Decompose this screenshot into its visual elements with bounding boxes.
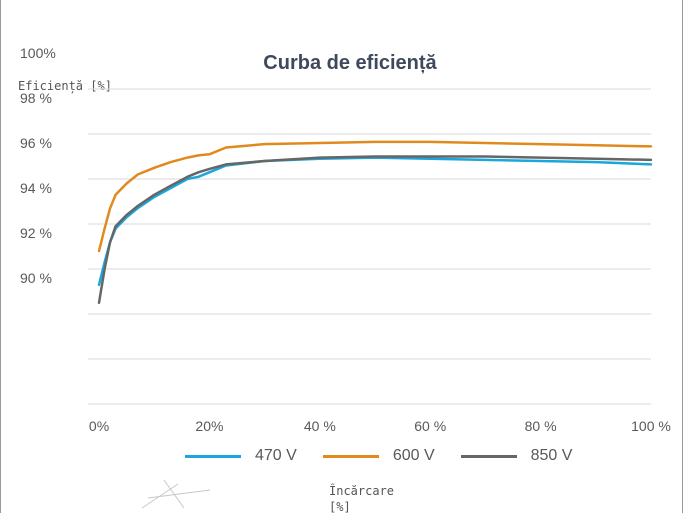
legend: 470 V 600 V 850 V — [185, 444, 598, 468]
legend-item-600v: 600 V — [322, 447, 435, 465]
legend-item-470v: 470 V — [185, 447, 297, 465]
series-line-600v — [97, 140, 653, 253]
x-tick-label-3: 60 % — [414, 418, 446, 434]
decorative-scribble — [141, 479, 211, 509]
x-tick-label-0: 0% — [89, 418, 109, 434]
legend-label-600v: 600 V — [392, 447, 435, 464]
x-axis-label: Încărcare [%] — [329, 483, 419, 515]
series-line-850v — [97, 155, 653, 305]
x-axis-label-line2: [%] — [329, 500, 351, 514]
y-tick-label-4: 92 % — [20, 225, 52, 241]
y-tick-label-5: 90 % — [20, 270, 52, 286]
legend-item-850v: 850 V — [460, 447, 573, 465]
y-tick-label-0: 100% — [20, 45, 56, 61]
x-tick-label-2: 40 % — [304, 418, 336, 434]
chart-title: Curba de eficiență — [263, 52, 437, 74]
y-tick-label-3: 94 % — [20, 180, 52, 196]
y-tick-label-1: 98 % — [20, 90, 52, 106]
legend-label-470v: 470 V — [255, 447, 297, 464]
series-line-470v — [97, 156, 653, 287]
legend-swatch-600v — [322, 454, 379, 458]
y-tick-label-2: 96 % — [20, 135, 52, 151]
x-axis-label-line1: Încărcare — [329, 484, 395, 498]
x-tick-label-5: 100 % — [631, 418, 671, 434]
legend-swatch-470v — [185, 454, 241, 458]
x-tick-label-4: 80 % — [525, 418, 557, 434]
x-tick-label-1: 20% — [195, 418, 223, 434]
legend-swatch-850v — [460, 454, 517, 458]
legend-label-850v: 850 V — [530, 447, 573, 464]
